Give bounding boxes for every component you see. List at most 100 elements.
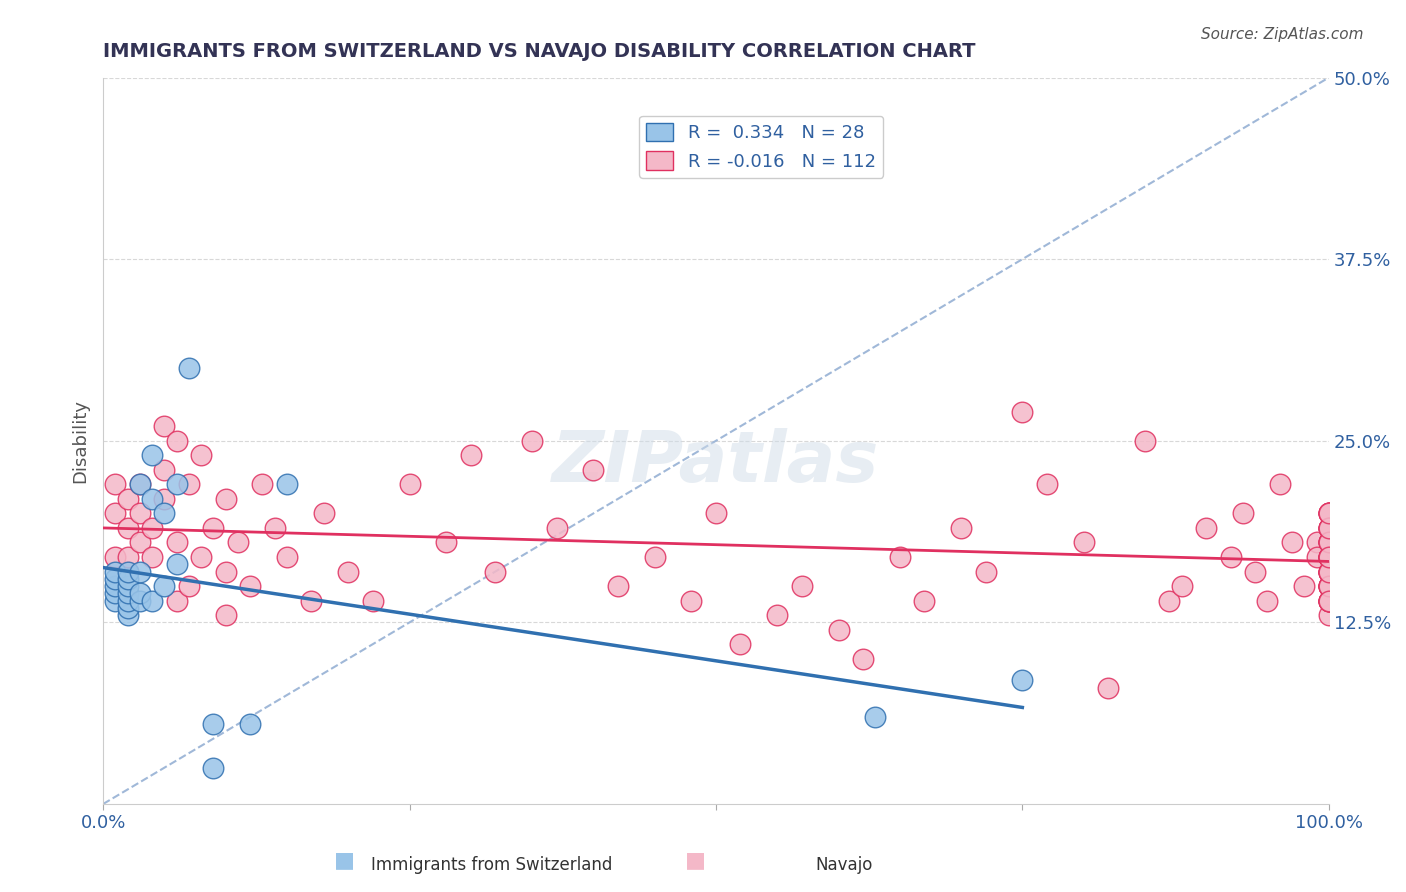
Point [644,549,666,564]
Point [1317,535,1340,549]
Point [215,491,238,506]
Point [337,565,360,579]
Point [790,579,813,593]
Text: Immigrants from Switzerland: Immigrants from Switzerland [371,856,613,874]
Point [1317,565,1340,579]
Point [226,535,249,549]
Point [1294,579,1316,593]
Point [202,521,225,535]
Point [276,477,298,491]
Point [1170,579,1192,593]
Point [166,477,188,491]
Point [1317,521,1340,535]
Point [129,586,152,600]
Point [1317,565,1340,579]
Point [1219,549,1241,564]
Text: IMMIGRANTS FROM SWITZERLAND VS NAVAJO DISABILITY CORRELATION CHART: IMMIGRANTS FROM SWITZERLAND VS NAVAJO DI… [103,42,976,61]
Point [950,521,973,535]
Point [1317,593,1340,607]
Point [117,586,139,600]
Point [190,448,212,462]
Point [1317,549,1340,564]
Point [117,600,139,615]
Point [301,593,323,607]
Point [263,521,285,535]
Point [166,535,188,549]
Point [520,434,543,448]
Point [141,593,163,607]
Point [1317,579,1340,593]
Point [766,608,789,623]
Point [104,579,127,593]
Point [141,491,163,506]
Point [1317,579,1340,593]
Point [129,565,152,579]
Point [1317,593,1340,607]
Point [104,586,127,600]
Point [252,477,274,491]
Point [1133,434,1156,448]
Point [1244,565,1267,579]
Point [141,549,163,564]
Point [104,549,127,564]
Point [177,361,200,376]
Point [546,521,568,535]
Point [1317,521,1340,535]
Point [1317,579,1340,593]
Point [117,521,139,535]
Point [190,549,212,564]
Point [104,572,127,586]
Point [1232,507,1254,521]
Point [276,549,298,564]
Point [104,507,127,521]
Point [166,434,188,448]
Point [434,535,457,549]
Point [1317,521,1340,535]
Text: ■: ■ [686,850,706,870]
Point [1305,535,1327,549]
Point [104,593,127,607]
Point [1317,549,1340,564]
Point [153,579,176,593]
Point [1317,608,1340,623]
Point [1317,565,1340,579]
Point [974,565,997,579]
Point [484,565,506,579]
Point [460,448,482,462]
Point [1256,593,1278,607]
Point [1317,535,1340,549]
Point [1317,549,1340,564]
Point [166,593,188,607]
Point [117,565,139,579]
Point [117,491,139,506]
Point [1317,549,1340,564]
Point [153,463,176,477]
Point [215,608,238,623]
Point [1317,521,1340,535]
Point [1011,405,1033,419]
Point [704,507,727,521]
Point [1281,535,1303,549]
Point [361,593,384,607]
Point [1317,507,1340,521]
Point [582,463,605,477]
Text: Navajo: Navajo [815,856,872,874]
Point [153,491,176,506]
Point [117,549,139,564]
Point [141,521,163,535]
Point [852,651,875,665]
Point [1317,507,1340,521]
Point [202,761,225,775]
Point [1317,593,1340,607]
Point [1317,535,1340,549]
Point [1317,565,1340,579]
Point [1317,507,1340,521]
Point [1317,593,1340,607]
Y-axis label: Disability: Disability [72,399,89,483]
Point [1305,549,1327,564]
Point [1317,579,1340,593]
Point [865,710,887,724]
Point [153,419,176,434]
Point [117,593,139,607]
Point [129,477,152,491]
